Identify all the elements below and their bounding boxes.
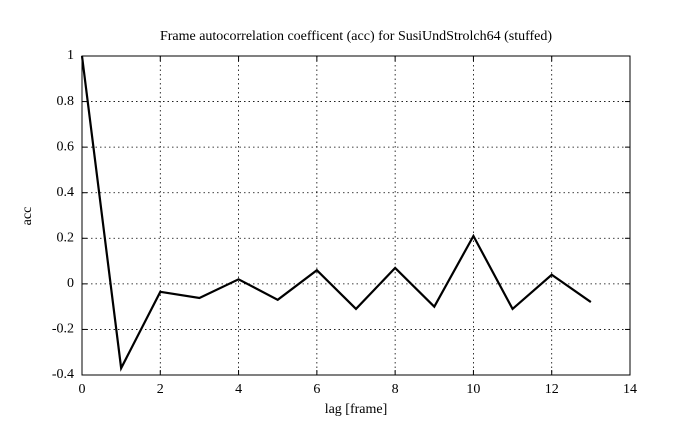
y-tick-label: -0.4 xyxy=(52,367,74,382)
y-tick-label: 0.4 xyxy=(57,185,75,200)
x-tick-label: 14 xyxy=(623,382,637,397)
x-tick-label: 10 xyxy=(466,382,480,397)
x-tick-label: 2 xyxy=(157,382,164,397)
x-tick-label: 12 xyxy=(545,382,559,397)
data-line xyxy=(80,55,592,372)
y-tick-label: 0 xyxy=(67,276,74,291)
plot-frame xyxy=(81,55,631,376)
x-tick-label: 4 xyxy=(235,382,242,397)
y-tick-label: 1 xyxy=(67,48,74,63)
y-tick-label: 0.2 xyxy=(57,231,75,246)
x-tick-label: 8 xyxy=(392,382,399,397)
y-tick-label: -0.2 xyxy=(52,322,74,337)
x-axis-label: lag [frame] xyxy=(325,402,388,417)
x-tick-label: 0 xyxy=(79,382,86,397)
chart-title: Frame autocorrelation coefficent (acc) f… xyxy=(160,29,552,44)
y-axis-label: acc xyxy=(20,207,35,226)
x-tick-label: 6 xyxy=(313,382,320,397)
y-tick-label: 0.6 xyxy=(57,139,75,154)
y-tick-label: 0.8 xyxy=(57,94,75,109)
